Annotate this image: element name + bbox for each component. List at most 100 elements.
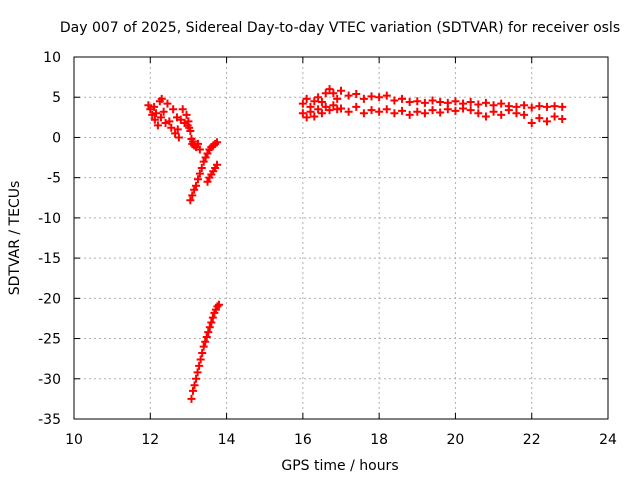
x-axis-label: GPS time / hours xyxy=(281,458,398,474)
data-point xyxy=(558,102,567,111)
data-point xyxy=(213,138,222,147)
data-point xyxy=(195,169,204,178)
data-point xyxy=(512,109,521,118)
data-point xyxy=(352,102,361,111)
data-point xyxy=(359,94,368,103)
data-points xyxy=(144,85,567,403)
data-point xyxy=(201,153,210,162)
data-point xyxy=(337,86,345,95)
data-point xyxy=(527,118,536,127)
x-tick-label: 20 xyxy=(447,432,465,448)
data-point xyxy=(186,127,195,136)
y-tick-label: -5 xyxy=(47,171,61,187)
x-tick-label: 22 xyxy=(523,432,541,448)
data-point xyxy=(163,99,172,108)
data-point xyxy=(192,374,201,383)
data-point xyxy=(150,102,159,111)
data-point xyxy=(390,96,399,105)
data-point xyxy=(481,112,490,121)
data-point xyxy=(169,105,178,114)
data-point xyxy=(420,109,429,118)
data-point xyxy=(367,106,376,115)
x-tick-label: 10 xyxy=(65,432,83,448)
data-point xyxy=(161,118,170,127)
data-point xyxy=(527,103,536,112)
x-tick-label: 16 xyxy=(294,432,312,448)
data-point xyxy=(204,328,213,337)
data-point xyxy=(314,93,323,102)
axis-ticks: 10 12 14 16 18 20 22 24 10 5 0 -5 -10 -15 -20 -25 -30 -35 xyxy=(38,50,617,448)
data-point xyxy=(174,133,183,142)
data-point xyxy=(436,98,445,107)
data-point xyxy=(474,109,483,118)
data-point xyxy=(190,185,199,194)
data-point xyxy=(189,386,198,395)
data-point xyxy=(314,105,323,114)
data-point xyxy=(542,102,551,111)
data-point xyxy=(205,323,214,332)
data-point xyxy=(202,332,211,341)
data-point xyxy=(201,337,210,346)
data-point xyxy=(344,107,353,116)
x-tick-label: 18 xyxy=(370,432,388,448)
data-point xyxy=(443,105,452,114)
data-point xyxy=(178,105,187,114)
data-point xyxy=(413,107,422,116)
data-point xyxy=(321,89,330,98)
data-point xyxy=(189,137,198,146)
y-tick-label: -15 xyxy=(38,251,61,267)
data-point xyxy=(196,355,205,364)
chart-title: Day 007 of 2025, Sidereal Day-to-day VTE… xyxy=(60,20,620,36)
data-point xyxy=(344,91,353,100)
data-point xyxy=(317,109,326,118)
data-point xyxy=(359,109,368,118)
data-point xyxy=(173,125,182,134)
data-point xyxy=(558,114,567,123)
data-point xyxy=(203,177,212,186)
data-point xyxy=(352,90,361,99)
data-point xyxy=(535,114,544,123)
data-point xyxy=(459,104,468,113)
grid-lines xyxy=(74,57,608,419)
x-tick-label: 12 xyxy=(141,432,159,448)
data-point xyxy=(193,368,202,377)
data-point xyxy=(152,109,161,118)
y-tick-label: -30 xyxy=(38,372,61,388)
data-point xyxy=(489,107,498,116)
data-point xyxy=(466,106,475,115)
data-point xyxy=(190,381,199,390)
data-point xyxy=(481,98,490,107)
data-series xyxy=(186,138,222,205)
data-point xyxy=(382,105,391,114)
y-axis-label: SDTVAR / TECUs xyxy=(7,181,23,296)
y-tick-label: -35 xyxy=(38,412,61,428)
data-point xyxy=(325,106,334,115)
y-tick-label: 5 xyxy=(52,90,61,106)
data-point xyxy=(428,96,437,105)
data-point xyxy=(325,85,334,94)
data-point xyxy=(186,196,195,205)
data-point xyxy=(199,342,208,351)
data-point xyxy=(148,110,157,119)
data-point xyxy=(375,93,384,102)
data-point xyxy=(302,94,311,103)
data-point xyxy=(466,98,475,107)
data-series xyxy=(298,101,567,127)
data-point xyxy=(310,112,319,121)
data-point xyxy=(317,98,326,107)
data-point xyxy=(375,107,384,116)
data-point xyxy=(208,313,217,322)
data-point xyxy=(306,107,315,116)
data-point xyxy=(520,110,529,119)
data-point xyxy=(428,106,437,115)
data-point xyxy=(150,115,159,124)
data-point xyxy=(405,110,414,119)
data-point xyxy=(550,102,559,111)
data-point xyxy=(550,112,559,121)
data-point xyxy=(474,100,483,109)
data-point xyxy=(193,139,202,148)
data-point xyxy=(167,123,176,132)
data-point xyxy=(195,145,204,154)
data-point xyxy=(144,101,153,110)
